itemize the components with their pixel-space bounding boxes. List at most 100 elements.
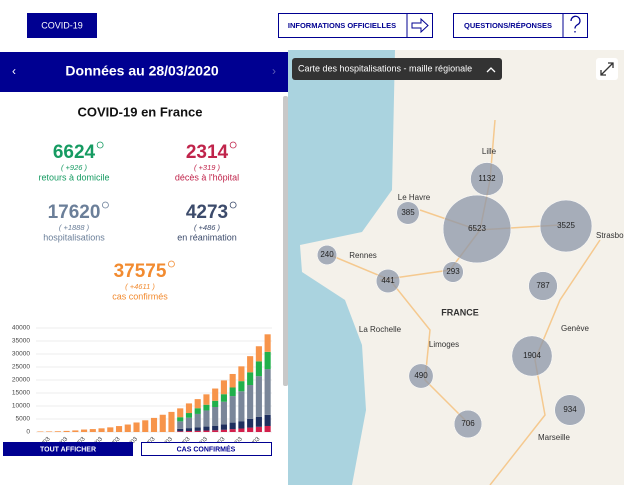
region-bubble[interactable] [442,194,512,264]
bar-segment [212,388,219,401]
faq-button[interactable] [453,13,588,38]
show-all-button[interactable] [3,442,133,456]
place-label: Strasbo [596,231,624,240]
bar-segment [255,346,262,362]
bar-segment [203,410,210,427]
stat-value: 4273 [186,202,228,223]
arrow-icon [411,17,429,34]
y-tick-label: 0 [26,429,30,436]
stat-value: 2314 [186,142,229,163]
region-bubble[interactable] [396,201,420,225]
bar-segment [255,416,262,427]
bar-segment [212,406,219,426]
place-label: Rennes [349,251,377,260]
bar-segment [229,429,236,432]
layer-selector[interactable] [292,58,502,80]
bar-segment [203,430,210,432]
place-label: FRANCE [441,307,479,317]
panel-subtitle: COVID-19 en France [78,104,203,119]
stat-delta: ( +926 ) [61,163,88,172]
bar-segment [177,417,184,422]
bar-segment [229,373,236,388]
region-bubble[interactable] [453,409,483,439]
bubble-label: 787 [536,281,550,290]
region-bubble[interactable] [539,199,593,253]
bar-segment [177,421,184,429]
bar-segment [185,403,193,414]
bar-segment [72,430,79,432]
stat-label: en réanimation [177,232,237,242]
scrollbar[interactable] [283,96,288,386]
region-bubble[interactable] [511,335,553,377]
next-arrow[interactable]: › [272,64,276,78]
prev-arrow[interactable]: ‹ [12,64,16,78]
stats: 6624( +926 )retours à domicile 2314( +319… [38,141,239,301]
region-bubble[interactable] [317,245,337,265]
bar-segment [185,428,193,432]
bar-segment [212,400,219,407]
bar-segment [220,424,227,430]
region-bubble[interactable] [528,271,558,301]
bar-segment [159,414,166,432]
y-tick-label: 5000 [16,416,31,423]
confirmed-label[interactable]: CAS CONFIRMÉS [177,444,236,453]
stat-delta: ( +1888 ) [59,223,90,232]
bar-segment [247,385,254,419]
bar-segment [220,394,227,402]
bubble-label: 385 [401,208,415,217]
bar-segment [194,408,201,414]
sea [288,50,395,485]
bar-segment [264,414,271,426]
y-tick-label: 30000 [12,351,30,358]
place-label: Marseille [538,433,571,442]
home-tab[interactable] [27,13,97,38]
bar-segment [212,430,219,432]
bubble-label: 6523 [468,224,486,233]
layer-title[interactable]: Carte des hospitalisations - maille régi… [298,63,472,73]
place-label: Genève [561,324,590,333]
info-icon [168,260,175,268]
fullscreen-icon [600,62,614,76]
stat-delta: ( +319 ) [194,163,221,172]
region-bubble[interactable] [408,363,434,389]
home-tab-label[interactable]: COVID-19 [41,20,83,30]
bar-segment [177,431,184,432]
y-tick-label: 15000 [12,390,30,397]
question-icon [570,15,581,33]
bar-segment [54,431,61,432]
map-overlay: Lille Le Havre Rennes FRANCE La Rochelle Limo… [317,147,624,442]
chart: 0 5000 10000 15000 20000 25000 30000 35000 40000… [12,325,272,451]
confirmed-button[interactable] [141,442,272,456]
info-icon [229,141,237,149]
region-bubble[interactable] [375,268,401,294]
bar-segment [177,428,184,432]
show-all-label[interactable]: TOUT AFFICHER [40,446,96,453]
info-icon [229,201,237,209]
bar-segment [194,399,201,409]
bar-segment [255,426,262,432]
bar-segment [247,356,254,373]
bar-segment [185,431,193,432]
bubble-label: 706 [461,419,475,428]
region-bubble[interactable] [554,394,586,426]
official-info-label[interactable]: INFORMATIONS OFFICIELLES [288,21,396,30]
region-bubble[interactable] [442,261,464,283]
bubble-label: 490 [414,371,428,380]
bar-segment [238,421,245,429]
bar-segment [177,408,184,418]
bubble-label: 441 [381,276,395,285]
bar-segment [194,430,201,432]
bar-segment [229,422,236,430]
bar-segment [142,420,149,432]
region-bubble[interactable] [470,162,504,196]
bar-segment [203,394,210,405]
faq-label[interactable]: QUESTIONS/RÉPONSES [464,21,552,30]
bar-segment [124,424,131,432]
bar-segment [185,417,193,429]
bubble-label: 934 [563,405,577,414]
stat-value: 37575 [114,261,167,282]
bar-segment [247,372,254,386]
bar-segment [185,413,193,418]
bar-segment [229,387,236,397]
